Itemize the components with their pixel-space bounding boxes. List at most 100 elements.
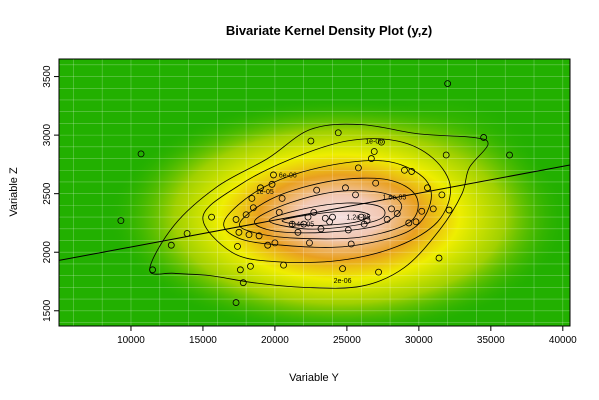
y-tick-label: 3500 bbox=[42, 65, 53, 88]
data-point bbox=[334, 129, 342, 137]
contour-label: 1e-05 bbox=[256, 189, 274, 196]
data-point bbox=[310, 209, 318, 216]
data-point bbox=[149, 266, 156, 274]
contour-label: 1e-06 bbox=[365, 138, 383, 145]
contour-label: 6e-06 bbox=[279, 172, 297, 179]
data-point bbox=[275, 209, 283, 216]
contour-label: 2e-06 bbox=[334, 278, 352, 285]
y-tick-label: 1500 bbox=[42, 299, 53, 322]
grid bbox=[59, 59, 570, 326]
data-point bbox=[321, 214, 329, 222]
data-point bbox=[300, 220, 308, 228]
contour-label: 1.6e-05 bbox=[383, 195, 407, 202]
chart-title: Bivariate Kernel Density Plot (y,z) bbox=[226, 23, 432, 38]
data-point bbox=[408, 168, 416, 175]
x-tick-label: 15000 bbox=[189, 335, 217, 346]
x-tick-label: 30000 bbox=[405, 335, 433, 346]
data-point bbox=[435, 254, 443, 262]
data-point bbox=[383, 216, 391, 223]
data-point bbox=[344, 226, 352, 234]
data-point bbox=[167, 241, 175, 249]
data-point bbox=[393, 210, 401, 217]
data-point bbox=[339, 265, 346, 273]
y-tick-label: 2000 bbox=[42, 241, 53, 264]
data-point bbox=[367, 155, 375, 162]
data-point bbox=[506, 151, 513, 159]
data-point bbox=[268, 180, 276, 188]
data-point bbox=[249, 204, 257, 212]
data-point bbox=[232, 216, 240, 223]
data-point bbox=[342, 184, 349, 192]
y-tick-label: 3000 bbox=[42, 124, 53, 147]
data-point bbox=[388, 205, 395, 213]
data-point bbox=[183, 230, 191, 237]
contour-line bbox=[281, 210, 371, 226]
data-point bbox=[329, 213, 336, 221]
plot-frame bbox=[58, 58, 571, 327]
regression-line bbox=[59, 164, 570, 261]
contour-label: 1.2e-05 bbox=[347, 215, 371, 222]
data-point bbox=[280, 261, 287, 269]
data-point bbox=[264, 241, 272, 249]
data-point bbox=[288, 220, 296, 228]
data-point bbox=[401, 166, 408, 174]
data-point bbox=[270, 171, 277, 179]
data-point bbox=[307, 137, 315, 145]
data-point bbox=[418, 207, 426, 215]
data-point bbox=[271, 239, 279, 247]
data-point bbox=[480, 134, 488, 141]
data-point bbox=[117, 217, 125, 225]
data-point bbox=[375, 268, 382, 276]
regression-line-path bbox=[59, 164, 570, 261]
data-point bbox=[445, 206, 453, 214]
data-point bbox=[208, 213, 215, 221]
contour-lines bbox=[149, 123, 489, 289]
y-axis-label: Variable Z bbox=[8, 167, 20, 217]
data-point bbox=[137, 150, 145, 158]
data-point bbox=[355, 164, 362, 172]
data-point bbox=[438, 191, 446, 199]
y-axis: 1500 2000 2500 3000 3500 bbox=[42, 65, 59, 322]
data-point bbox=[234, 242, 241, 250]
data-point bbox=[444, 80, 452, 87]
x-axis: 10000 15000 20000 25000 30000 35000 40000 bbox=[117, 326, 577, 346]
x-tick-label: 35000 bbox=[477, 335, 505, 346]
data-point bbox=[317, 225, 325, 233]
data-point bbox=[247, 262, 254, 270]
data-point bbox=[257, 184, 264, 192]
x-tick-label: 20000 bbox=[261, 335, 289, 346]
data-point bbox=[424, 184, 431, 192]
contour-line bbox=[149, 123, 489, 289]
data-point bbox=[294, 228, 302, 236]
contour-labels: 1e-06 6e-06 1e-05 1.6e-05 1.2e-05 1.4e-05 2e-0… bbox=[256, 138, 406, 284]
data-point bbox=[372, 179, 380, 187]
data-points bbox=[117, 80, 513, 306]
data-point bbox=[304, 213, 312, 221]
data-point bbox=[313, 186, 321, 194]
data-point bbox=[278, 194, 286, 202]
data-point bbox=[429, 205, 437, 213]
data-point bbox=[236, 266, 244, 274]
x-tick-label: 25000 bbox=[333, 335, 361, 346]
data-point bbox=[232, 299, 240, 306]
contour-label: 1.4e-05 bbox=[290, 222, 314, 229]
data-point bbox=[306, 239, 313, 247]
x-axis-label: Variable Y bbox=[289, 372, 339, 384]
data-point bbox=[352, 191, 359, 199]
contour-line bbox=[268, 202, 386, 230]
y-tick-label: 2500 bbox=[42, 182, 53, 205]
data-point bbox=[239, 279, 247, 287]
data-point bbox=[245, 231, 253, 239]
data-point bbox=[442, 151, 450, 159]
contour-line bbox=[239, 177, 419, 240]
contour-line bbox=[202, 138, 451, 263]
data-point bbox=[235, 228, 243, 236]
data-point bbox=[412, 218, 420, 226]
data-point bbox=[248, 194, 256, 202]
data-point bbox=[347, 240, 355, 248]
x-tick-label: 40000 bbox=[549, 335, 577, 346]
data-point bbox=[255, 232, 263, 240]
plot-area: 1e-06 6e-06 1e-05 1.6e-05 1.2e-05 1.4e-05 2e-0… bbox=[59, 59, 570, 326]
data-point bbox=[357, 213, 365, 221]
